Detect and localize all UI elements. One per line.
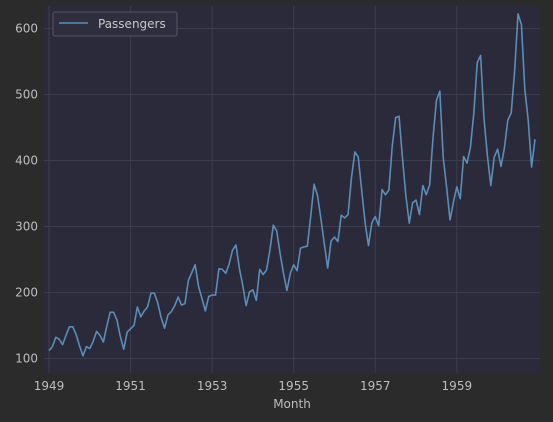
plot-area xyxy=(44,6,540,373)
x-axis-title: Month xyxy=(273,397,311,411)
x-tick-label: 1953 xyxy=(197,379,228,393)
y-tick-label: 600 xyxy=(15,21,38,35)
y-tick-label: 400 xyxy=(15,153,38,167)
y-tick-label: 500 xyxy=(15,87,38,101)
series-line-passengers xyxy=(48,13,536,357)
x-tick-label: 1955 xyxy=(278,379,309,393)
x-tick-label: 1951 xyxy=(115,379,146,393)
tick-labels: 1949 1951 1953 1955 1957 1959 100 200 300 400 500 6… xyxy=(15,21,472,393)
y-tick-label: 300 xyxy=(15,219,38,233)
y-tick-label: 200 xyxy=(15,285,38,299)
x-tick-label: 1957 xyxy=(360,379,391,393)
legend: Passengers xyxy=(52,11,178,37)
y-tick-label: 100 xyxy=(15,351,38,365)
x-tick-label: 1949 xyxy=(34,379,65,393)
x-tick-label: 1959 xyxy=(442,379,473,393)
legend-box xyxy=(52,11,178,37)
legend-label-passengers: Passengers xyxy=(98,17,166,31)
